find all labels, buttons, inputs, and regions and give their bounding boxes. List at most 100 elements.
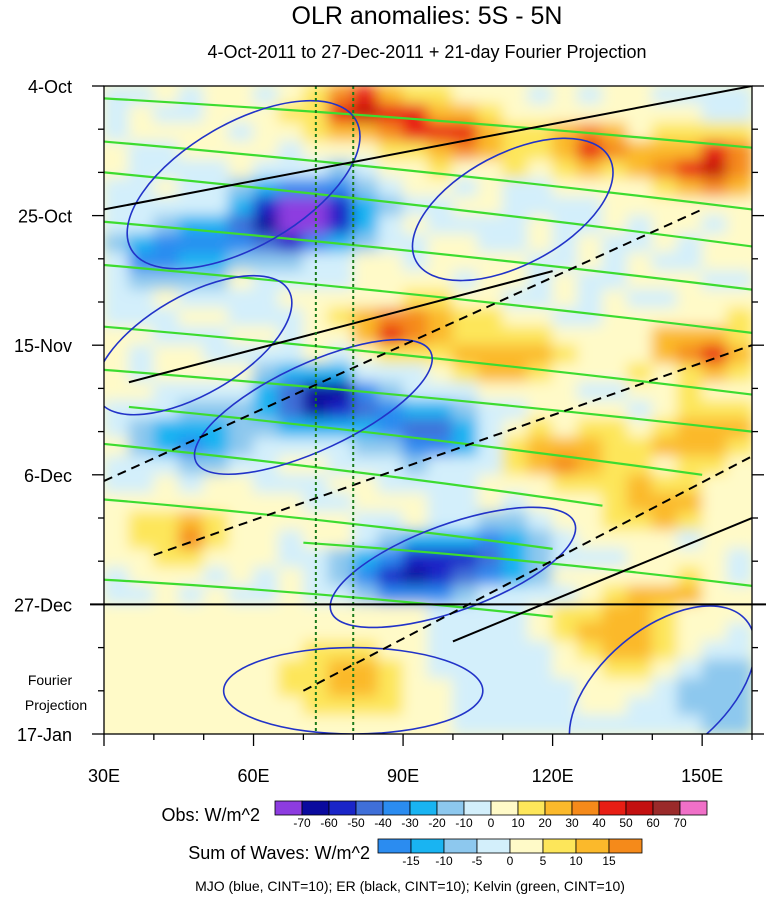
projection-cell [427,659,454,679]
projection-cell [203,640,230,661]
heatmap-cell [477,344,504,365]
y-tick-label: 17-Jan [17,725,72,745]
heatmap-cell [676,511,703,531]
heatmap-cell [203,196,230,217]
heatmap-cell [327,178,354,198]
heatmap-cell [527,529,554,550]
projection-cell [352,640,379,661]
heatmap-cell [327,141,354,161]
heatmap-cell [253,492,279,513]
heatmap-cell [104,548,130,568]
heatmap-cell [277,548,304,568]
heatmap-cell [726,307,752,328]
projection-cell [153,603,180,624]
heatmap-cell [427,585,454,605]
heatmap-cell [153,381,180,402]
heatmap-cell [601,289,628,309]
heatmap-cell [377,270,404,291]
heatmap-cell [178,104,205,124]
heatmap-cell [651,86,678,106]
colorbar-level-label: -40 [374,816,392,830]
heatmap-cell [104,418,130,439]
heatmap-cell [452,400,479,420]
heatmap-cell [577,344,603,365]
projection-cell [402,659,429,679]
heatmap-cell [452,363,479,383]
heatmap-cell [402,529,429,550]
heatmap-cell [726,381,752,402]
heatmap-cell [277,233,304,254]
projection-cell [552,622,579,642]
kelvin-contour [104,97,752,149]
heatmap-cell [701,178,728,198]
heatmap-cell [128,104,155,124]
projection-cell [327,640,354,661]
heatmap-cell [552,455,579,476]
heatmap-cell [253,86,279,106]
heatmap-cell [452,344,479,365]
heatmap-cell [651,585,678,605]
heatmap-cell [676,492,703,513]
heatmap-cell [452,455,479,476]
projection-cell [178,677,205,698]
heatmap-cell [701,400,728,420]
heatmap-cell [327,492,354,513]
projection-cell [601,714,628,734]
heatmap-cell [527,363,554,383]
heatmap-cell [277,178,304,198]
heatmap-cell [377,86,404,106]
heatmap-cell [452,474,479,494]
projection-cell [352,622,379,642]
projection-cell [552,640,579,661]
heatmap-cell [452,86,479,106]
heatmap-cell [552,381,579,402]
heatmap-cell [552,122,579,143]
heatmap-cell [352,122,379,143]
heatmap-cell [203,122,230,143]
heatmap-cell [676,474,703,494]
heatmap-cell [701,511,728,531]
projection-cell [128,677,155,698]
heatmap-cell [402,418,429,439]
heatmap-cell [676,344,703,365]
heatmap-cell [352,233,379,254]
projection-cell [377,714,404,734]
projection-cell [352,603,379,624]
heatmap-cell [527,400,554,420]
heatmap-cell [502,215,529,235]
projection-cell [577,622,603,642]
projection-cell [228,696,255,716]
projection-cell [228,603,255,624]
heatmap-cell [552,196,579,217]
heatmap-cell [676,215,703,235]
projection-cell [577,640,603,661]
projection-cell [651,714,678,734]
colorbar-swatch [544,800,573,816]
heatmap-cell [427,363,454,383]
heatmap-cell [626,585,653,605]
heatmap-cell [228,233,255,254]
colorbar-swatch [476,838,511,854]
heatmap-cell [726,548,752,568]
colorbar-swatch [598,800,627,816]
heatmap-cell [477,455,504,476]
heatmap-cell [277,585,304,605]
projection-cell [178,603,205,624]
colorbar-level-label: -60 [320,816,338,830]
heatmap-cell [701,474,728,494]
heatmap-cell [577,381,603,402]
heatmap-cell [277,122,304,143]
projection-cell [676,677,703,698]
heatmap-cell [701,437,728,457]
heatmap-cell [253,215,279,235]
heatmap-cell [601,196,628,217]
colorbar-level-label: 5 [540,854,547,868]
heatmap-cell [651,159,678,180]
heatmap-cell [228,270,255,291]
heatmap-cell [228,141,255,161]
projection-cell [253,677,279,698]
heatmap-cell [377,104,404,124]
heatmap-cell [302,566,329,587]
heatmap-cell [477,252,504,272]
heatmap-cell [327,196,354,217]
